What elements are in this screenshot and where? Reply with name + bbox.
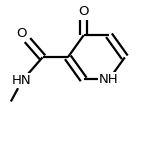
Text: HN: HN: [12, 74, 32, 87]
Text: O: O: [17, 27, 27, 40]
Text: O: O: [78, 5, 89, 18]
Text: NH: NH: [99, 73, 119, 86]
